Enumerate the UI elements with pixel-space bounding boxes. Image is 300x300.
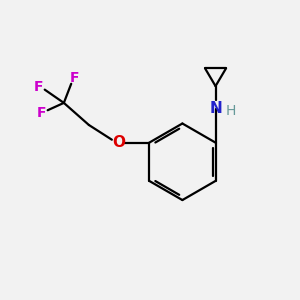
Text: F: F	[69, 71, 79, 85]
Text: O: O	[112, 135, 125, 150]
Text: F: F	[37, 106, 46, 120]
Text: H: H	[226, 104, 236, 118]
Text: F: F	[34, 80, 44, 94]
Text: N: N	[209, 101, 222, 116]
